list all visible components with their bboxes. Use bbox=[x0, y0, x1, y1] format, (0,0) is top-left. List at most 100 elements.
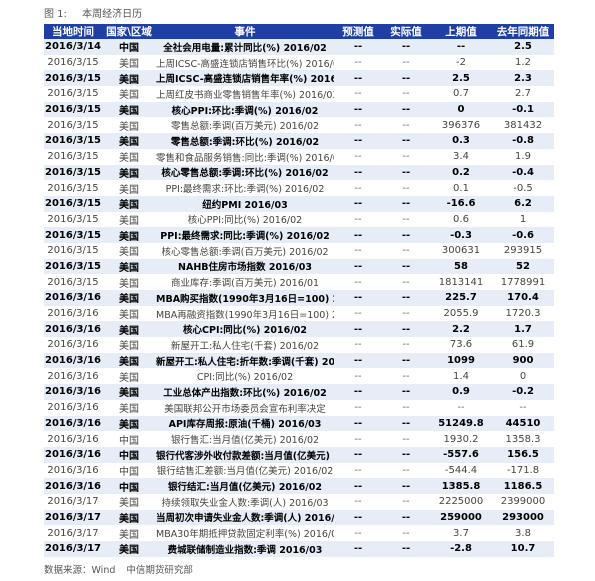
table-row: 2016/3/15 美国 零售总额:季调(百万美元) 2016/02 -- -- 3963… bbox=[44, 117, 554, 134]
previous-cell: -2.8 bbox=[430, 541, 492, 557]
event-cell: 上周ICSC-高盛连锁店销售环比(%) 2016/03 bbox=[156, 54, 334, 71]
event-cell: 银行结售汇差额:当月值(亿美元) 2016/02 bbox=[156, 462, 334, 479]
event-cell: 核心PPI:同比(%) 2016/02 bbox=[156, 211, 334, 228]
table-row: 2016/3/15 美国 NAHB住房市场指数 2016/03 -- -- 58 52 bbox=[44, 258, 554, 275]
event-cell: 银行结汇:当月值(亿美元) 2016/02 bbox=[156, 478, 334, 494]
actual-cell: -- bbox=[382, 39, 430, 55]
date-cell: 2016/3/15 bbox=[44, 117, 102, 134]
forecast-cell: -- bbox=[334, 493, 382, 510]
date-cell: 2016/3/16 bbox=[44, 321, 102, 338]
actual-cell: -- bbox=[382, 446, 430, 463]
forecast-cell: -- bbox=[334, 305, 382, 322]
prior-year-cell: 3.8 bbox=[492, 525, 554, 541]
date-cell: 2016/3/16 bbox=[44, 478, 102, 494]
figure-label: 图 1: bbox=[44, 9, 67, 20]
event-cell: 核心CPI:同比(%) 2016/02 bbox=[156, 321, 334, 338]
date-cell: 2016/3/16 bbox=[44, 337, 102, 353]
actual-cell: -- bbox=[382, 133, 430, 149]
previous-cell: 0.3 bbox=[430, 133, 492, 149]
economic-calendar-table-wrap: 当地时间 国家\区域 事件 预测值 实际值 上期值 去年同期值 2016/3/14 中国 全社会… bbox=[44, 24, 554, 557]
column-header-region: 国家\区域 bbox=[102, 24, 156, 39]
actual-cell: -- bbox=[382, 337, 430, 353]
prior-year-cell: 293000 bbox=[492, 509, 554, 526]
source-label: 数据来源：Wind bbox=[44, 565, 116, 576]
forecast-cell: -- bbox=[334, 525, 382, 541]
table-row: 2016/3/16 中国 银行售汇:当月值(亿美元) 2016/02 -- -- 1930… bbox=[44, 431, 554, 447]
table-row: 2016/3/15 美国 PPI:最终需求:同比:季调(%) 2016/02 -- --… bbox=[44, 227, 554, 243]
forecast-cell: -- bbox=[334, 446, 382, 463]
previous-cell: -- bbox=[430, 399, 492, 416]
date-cell: 2016/3/15 bbox=[44, 195, 102, 212]
region-cell: 美国 bbox=[102, 148, 156, 165]
table-body: 2016/3/14 中国 全社会用电量:累计同比(%) 2016/02 -- -- -- 2… bbox=[44, 39, 554, 557]
actual-cell: -- bbox=[382, 101, 430, 118]
region-cell: 美国 bbox=[102, 493, 156, 510]
date-cell: 2016/3/15 bbox=[44, 86, 102, 102]
table-row: 2016/3/15 美国 核心零售总额:季调(百万美元) 2016/02 -- -- 30… bbox=[44, 242, 554, 259]
prior-year-cell: -0.8 bbox=[492, 133, 554, 149]
forecast-cell: -- bbox=[334, 274, 382, 290]
event-cell: MBA30年期抵押贷款固定利率(%) 2016/03 bbox=[156, 525, 334, 541]
forecast-cell: -- bbox=[334, 431, 382, 447]
prior-year-cell: 44510 bbox=[492, 415, 554, 432]
actual-cell: -- bbox=[382, 478, 430, 494]
previous-cell: 3.4 bbox=[430, 148, 492, 165]
actual-cell: -- bbox=[382, 70, 430, 87]
event-cell: 零售和食品服务销售:同比:季调(%) 2016/02 bbox=[156, 148, 334, 165]
date-cell: 2016/3/15 bbox=[44, 211, 102, 228]
table-row: 2016/3/16 中国 银行结汇:当月值(亿美元) 2016/02 -- -- 1385… bbox=[44, 478, 554, 494]
region-cell: 美国 bbox=[102, 352, 156, 369]
prior-year-cell: 1358.3 bbox=[492, 431, 554, 447]
date-cell: 2016/3/16 bbox=[44, 384, 102, 400]
forecast-cell: -- bbox=[334, 399, 382, 416]
date-cell: 2016/3/16 bbox=[44, 415, 102, 432]
event-cell: 工业总体产出指数:环比(%) 2016/02 bbox=[156, 384, 334, 400]
event-cell: 零售总额:季调(百万美元) 2016/02 bbox=[156, 117, 334, 134]
region-cell: 美国 bbox=[102, 384, 156, 400]
prior-year-cell: 6.2 bbox=[492, 195, 554, 212]
forecast-cell: -- bbox=[334, 290, 382, 306]
table-row: 2016/3/15 美国 核心零售总额:季调:环比(%) 2016/02 -- -- 0.… bbox=[44, 164, 554, 181]
table-row: 2016/3/15 美国 核心PPI:同比(%) 2016/02 -- -- 0.6 1 bbox=[44, 211, 554, 228]
previous-cell: 1.4 bbox=[430, 368, 492, 385]
event-cell: 商业库存:季调(百万美元) 2016/01 bbox=[156, 274, 334, 290]
previous-cell: -16.6 bbox=[430, 195, 492, 212]
forecast-cell: -- bbox=[334, 211, 382, 228]
actual-cell: -- bbox=[382, 541, 430, 557]
previous-cell: 259000 bbox=[430, 509, 492, 526]
previous-cell: 0.1 bbox=[430, 180, 492, 196]
table-row: 2016/3/15 美国 零售和食品服务销售:同比:季调(%) 2016/02 -- -… bbox=[44, 148, 554, 165]
region-cell: 美国 bbox=[102, 321, 156, 338]
forecast-cell: -- bbox=[334, 195, 382, 212]
event-cell: 银行代客涉外收付款差额:当月值(亿美元) 2016/02 bbox=[156, 446, 334, 463]
region-cell: 美国 bbox=[102, 211, 156, 228]
previous-cell: 1385.8 bbox=[430, 478, 492, 494]
source-footer: 数据来源：Wind 中信期货研究部 bbox=[44, 562, 193, 576]
forecast-cell: -- bbox=[334, 242, 382, 259]
table-row: 2016/3/15 美国 零售总额:季调:环比(%) 2016/02 -- -- 0.3-… bbox=[44, 133, 554, 149]
forecast-cell: -- bbox=[334, 180, 382, 196]
previous-cell: 2.5 bbox=[430, 70, 492, 87]
region-cell: 美国 bbox=[102, 164, 156, 181]
forecast-cell: -- bbox=[334, 258, 382, 275]
previous-cell: 300631 bbox=[430, 242, 492, 259]
date-cell: 2016/3/15 bbox=[44, 54, 102, 71]
previous-cell: 2055.9 bbox=[430, 305, 492, 322]
region-cell: 中国 bbox=[102, 446, 156, 463]
event-cell: 新屋开工:私人住宅(千套) 2016/02 bbox=[156, 337, 334, 353]
forecast-cell: -- bbox=[334, 509, 382, 526]
table-row: 2016/3/16 美国 工业总体产出指数:环比(%) 2016/02 -- -- 0.9… bbox=[44, 384, 554, 400]
region-cell: 美国 bbox=[102, 133, 156, 149]
table-row: 2016/3/16 美国 核心CPI:同比(%) 2016/02 -- -- 2.2 1.7 bbox=[44, 321, 554, 338]
table-row: 2016/3/15 美国 PPI:最终需求:环比:季调(%) 2016/02 -- --… bbox=[44, 180, 554, 196]
column-header-event: 事件 bbox=[156, 24, 334, 39]
prior-year-cell: 10.7 bbox=[492, 541, 554, 557]
column-header-previous: 上期值 bbox=[430, 24, 492, 39]
date-cell: 2016/3/16 bbox=[44, 462, 102, 479]
table-row: 2016/3/15 美国 纽约PMI 2016/03 -- -- -16.6 6.2 bbox=[44, 195, 554, 212]
date-cell: 2016/3/16 bbox=[44, 305, 102, 322]
region-cell: 美国 bbox=[102, 180, 156, 196]
